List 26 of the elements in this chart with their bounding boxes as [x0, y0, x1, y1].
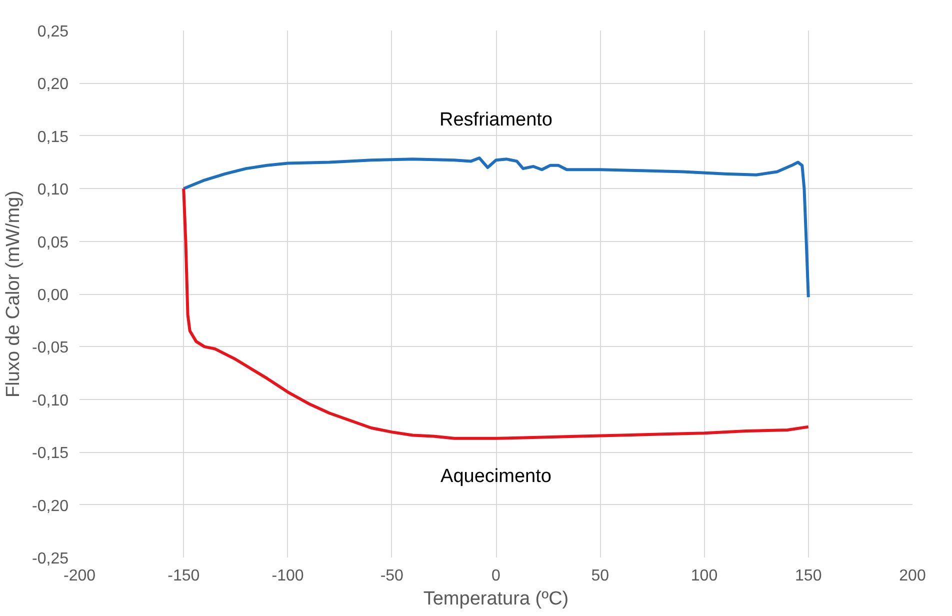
y-tick-label: 0,20	[37, 76, 69, 94]
annotation: Aquecimento	[440, 466, 552, 487]
x-tick-label: 200	[899, 568, 926, 584]
x-tick-label: 0	[492, 568, 501, 584]
x-tick-label: -150	[168, 568, 200, 584]
y-tick-label: 0,25	[37, 24, 69, 40]
x-tick-label: 150	[795, 568, 822, 584]
x-tick-label: 100	[690, 568, 718, 584]
line-series	[182, 156, 810, 299]
y-tick-label: 0,10	[37, 182, 69, 199]
x-tick-label: -100	[272, 568, 304, 584]
y-tick-label: 0,00	[37, 287, 69, 304]
x-axis-title: Temperatura (ºC)	[423, 588, 569, 610]
y-tick-label: -0,15	[32, 445, 69, 462]
line-series	[182, 187, 810, 440]
y-tick-label: -0,05	[32, 340, 69, 357]
y-tick-label: -0,25	[32, 550, 69, 568]
x-tick-label: 50	[591, 568, 610, 584]
y-tick-label: 0,15	[37, 128, 69, 146]
y-tick-label: -0,10	[32, 392, 69, 410]
annotation: Resfriamento	[440, 110, 553, 131]
x-tick-label: -200	[63, 568, 96, 584]
x-tick-label: -50	[380, 568, 404, 584]
y-tick-label: -0,20	[32, 498, 69, 515]
y-axis-title: Fluxo de Calor (mW/mg)	[3, 190, 24, 398]
y-tick-label: 0,05	[37, 234, 69, 252]
